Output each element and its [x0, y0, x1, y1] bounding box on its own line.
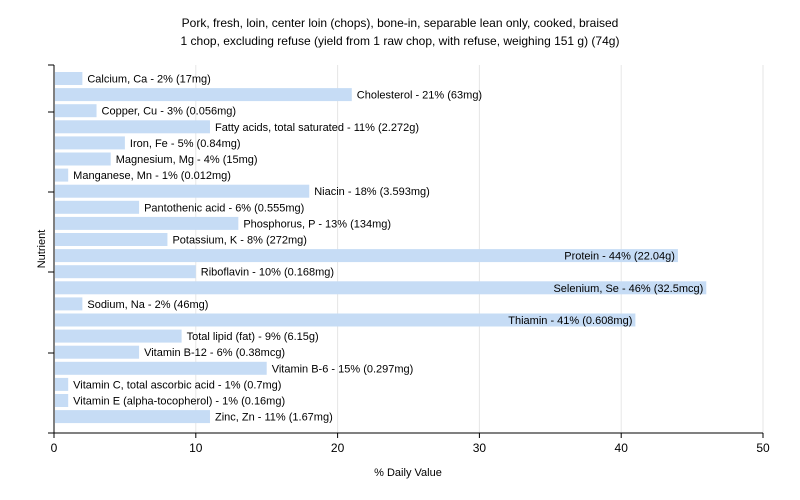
axes	[53, 65, 763, 434]
bar-label: Zinc, Zn - 11% (1.67mg)	[215, 412, 333, 424]
bar	[55, 120, 210, 134]
bar	[55, 168, 69, 182]
bar	[55, 104, 97, 118]
x-tick-label: 50	[756, 441, 770, 455]
y-ticks	[48, 64, 54, 434]
bar	[55, 136, 125, 150]
x-tick-label: 30	[473, 441, 487, 455]
bar	[55, 216, 239, 230]
x-tick-label: 20	[331, 441, 345, 455]
bar	[55, 88, 352, 102]
bar-label: Vitamin B-6 - 15% (0.297mg)	[272, 363, 414, 375]
bar-label: Vitamin B-12 - 6% (0.38mcg)	[144, 347, 285, 359]
bar	[55, 281, 707, 295]
bar-label: Calcium, Ca - 2% (17mg)	[87, 74, 210, 86]
bar	[55, 72, 83, 85]
bar	[55, 313, 636, 327]
bar-label: Iron, Fe - 5% (0.84mg)	[130, 138, 241, 150]
bar	[55, 394, 69, 407]
bar	[55, 233, 168, 246]
x-tick-label: 0	[51, 441, 58, 455]
bar	[55, 329, 182, 343]
bar-label: Vitamin E (alpha-tocopherol) - 1% (0.16m…	[73, 396, 285, 408]
bar-label: Protein - 44% (22.04g)	[564, 251, 675, 263]
chart-title: Pork, fresh, loin, center loin (chops), …	[182, 16, 619, 30]
bars	[55, 72, 707, 424]
x-tick-label: 40	[615, 441, 629, 455]
bar	[55, 249, 678, 263]
bar-labels: Calcium, Ca - 2% (17mg) Cholesterol - 21%…	[73, 74, 703, 424]
bar-label: Phosphorus, P - 13% (134mg)	[243, 218, 391, 230]
y-axis-label: Nutrient	[36, 230, 48, 269]
bar-label: Thiamin - 41% (0.608mg)	[508, 315, 632, 327]
bar-label: Riboflavin - 10% (0.168mg)	[201, 267, 334, 279]
x-tick-label: 10	[189, 441, 203, 455]
bar	[55, 265, 196, 279]
bar	[55, 377, 69, 391]
bar-label: Vitamin C, total ascorbic acid - 1% (0.7…	[73, 379, 281, 391]
bar	[55, 200, 140, 214]
bar-label: Selenium, Se - 46% (32.5mcg)	[553, 283, 703, 295]
x-ticks: 0 10 20 30 40 50	[51, 433, 770, 455]
x-axis-label: % Daily Value	[374, 467, 442, 479]
bar	[55, 184, 310, 198]
bar	[55, 297, 83, 311]
bar	[55, 410, 210, 424]
bar-label: Sodium, Na - 2% (46mg)	[87, 299, 208, 311]
chart-subtitle: 1 chop, excluding refuse (yield from 1 r…	[181, 34, 620, 48]
bar-label: Total lipid (fat) - 9% (6.15g)	[187, 331, 319, 343]
bar-label: Manganese, Mn - 1% (0.012mg)	[73, 170, 231, 182]
bar-label: Potassium, K - 8% (272mg)	[172, 235, 307, 247]
bar-label: Cholesterol - 21% (63mg)	[357, 90, 482, 102]
bar	[55, 152, 111, 166]
bar-label: Pantothenic acid - 6% (0.555mg)	[144, 202, 304, 214]
bar-label: Magnesium, Mg - 4% (15mg)	[116, 154, 258, 166]
bar-label: Copper, Cu - 3% (0.056mg)	[102, 106, 237, 118]
bar-label: Niacin - 18% (3.593mg)	[314, 186, 430, 198]
bar-label: Fatty acids, total saturated - 11% (2.27…	[215, 122, 419, 134]
bar	[55, 361, 267, 375]
bar	[55, 345, 140, 359]
